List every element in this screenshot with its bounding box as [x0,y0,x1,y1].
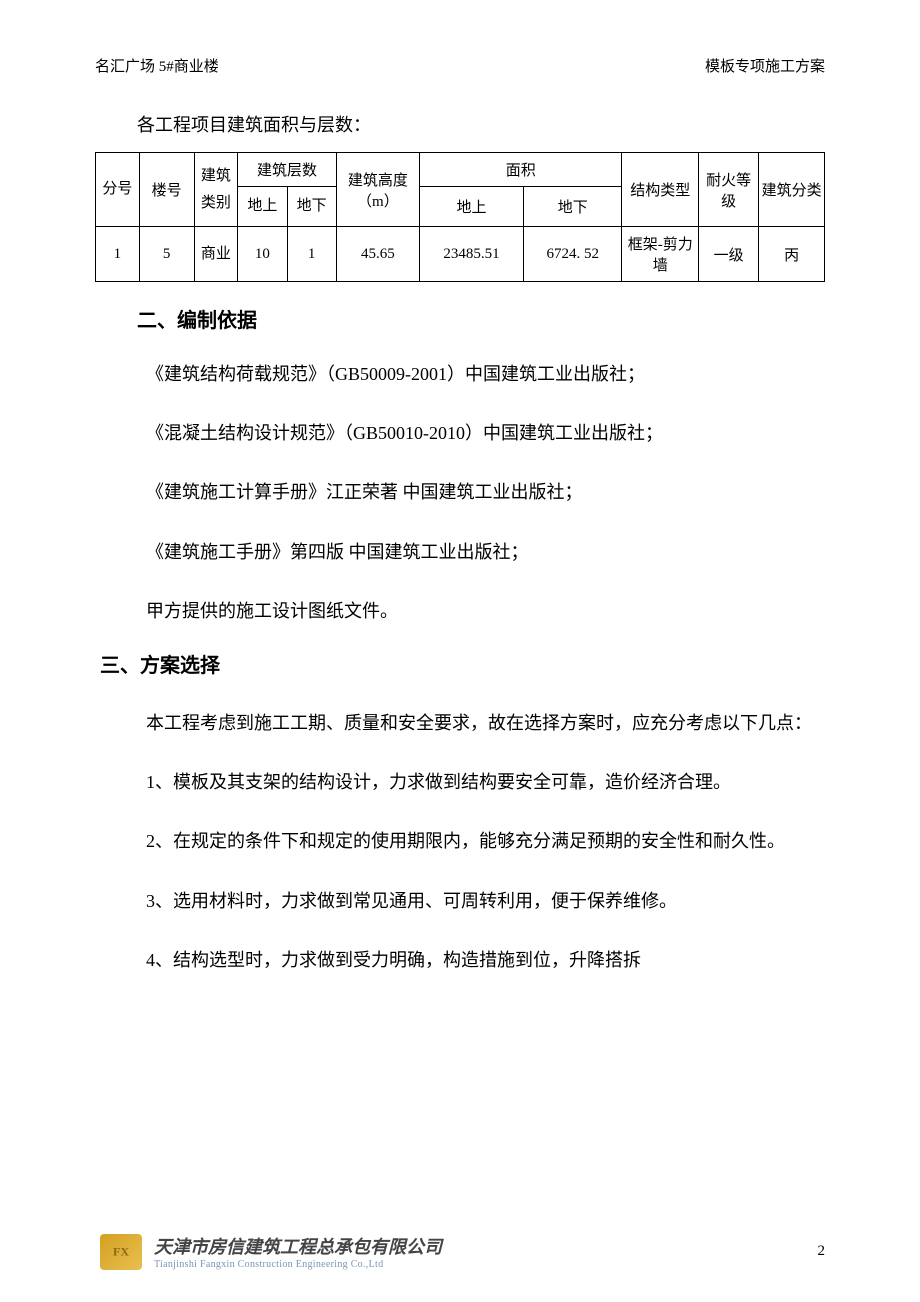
th-category: 建筑类别 [194,153,238,227]
s3-item-2: 3、选用材料时，力求做到常见通用、可周转利用，便于保养维修。 [110,880,820,923]
s3-item-0: 1、模板及其支架的结构设计，力求做到结构要安全可靠，造价经济合理。 [110,761,820,804]
th-fire: 耐火等级 [699,153,759,227]
cell-floors-below: 1 [287,227,336,282]
th-class: 建筑分类 [759,153,825,227]
cell-height: 45.65 [336,227,419,282]
th-area-above: 地上 [419,187,523,227]
section-3-title: 三、方案选择 [100,649,825,678]
cell-class: 丙 [759,227,825,282]
company-name-cn: 天津市房信建筑工程总承包有限公司 [154,1233,442,1259]
s2-item-1: 《混凝土结构设计规范》（GB50010-2010）中国建筑工业出版社； [110,412,820,455]
cell-area-above: 23485.51 [419,227,523,282]
cell-category: 商业 [194,227,238,282]
company-logo-icon [100,1234,142,1270]
table-row: 1 5 商业 10 1 45.65 23485.51 6724. 52 框架-剪… [96,227,825,282]
th-height: 建筑高度（m） [336,153,419,227]
th-area: 面积 [419,153,621,187]
cell-seq: 1 [96,227,140,282]
cell-floors-above: 10 [238,227,287,282]
header-right: 模板专项施工方案 [705,55,825,76]
company-text: 天津市房信建筑工程总承包有限公司 Tianjinshi Fangxin Cons… [154,1233,442,1270]
s3-intro: 本工程考虑到施工工期、质量和安全要求，故在选择方案时，应充分考虑以下几点： [110,702,820,745]
s2-item-3: 《建筑施工手册》第四版 中国建筑工业出版社； [110,531,820,574]
th-floors-below: 地下 [287,187,336,227]
intro-text: 各工程项目建筑面积与层数： [137,111,825,137]
cell-area-below: 6724. 52 [523,227,622,282]
s2-item-0: 《建筑结构荷载规范》（GB50009-2001）中国建筑工业出版社； [110,353,820,396]
th-area-below: 地下 [523,187,622,227]
cell-fire: 一级 [699,227,759,282]
th-structure: 结构类型 [622,153,699,227]
th-floors-above: 地上 [238,187,287,227]
s3-item-3: 4、结构选型时，力求做到受力明确，构造措施到位，升降搭拆 [110,939,820,982]
page-number: 2 [818,1243,826,1260]
page-footer: 天津市房信建筑工程总承包有限公司 Tianjinshi Fangxin Cons… [100,1233,825,1270]
header-left: 名汇广场 5#商业楼 [95,55,219,76]
footer-left: 天津市房信建筑工程总承包有限公司 Tianjinshi Fangxin Cons… [100,1233,442,1270]
cell-structure: 框架-剪力墙 [622,227,699,282]
building-table: 分号 楼号 建筑类别 建筑层数 建筑高度（m） 面积 结构类型 耐火等级 建筑分… [95,152,825,282]
section-2-title: 二、编制依据 [137,304,825,333]
s2-item-4: 甲方提供的施工设计图纸文件。 [110,590,820,633]
cell-bldg-no: 5 [139,227,194,282]
page-header: 名汇广场 5#商业楼 模板专项施工方案 [95,55,825,76]
th-bldg-no: 楼号 [139,153,194,227]
th-seq: 分号 [96,153,140,227]
th-floors: 建筑层数 [238,153,337,187]
s3-item-1: 2、在规定的条件下和规定的使用期限内，能够充分满足预期的安全性和耐久性。 [110,820,820,863]
s2-item-2: 《建筑施工计算手册》江正荣著 中国建筑工业出版社； [110,471,820,514]
company-name-en: Tianjinshi Fangxin Construction Engineer… [154,1259,442,1270]
